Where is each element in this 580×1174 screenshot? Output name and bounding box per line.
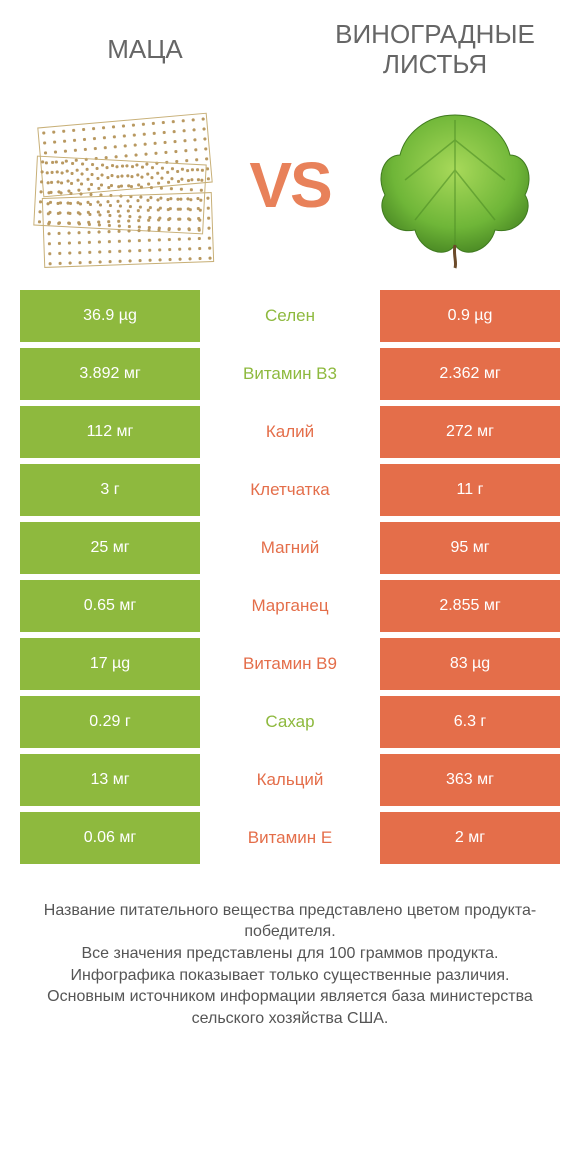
nutrient-label: Клетчатка: [200, 464, 380, 516]
leaf-icon: [365, 100, 545, 270]
table-row: 112 мгКалий272 мг: [20, 406, 560, 458]
right-value: 0.9 µg: [380, 290, 560, 342]
table-row: 0.29 гСахар6.3 г: [20, 696, 560, 748]
table-row: 0.65 мгМарганец2.855 мг: [20, 580, 560, 632]
header: МАЦА ВИНОГРАДНЫЕ ЛИСТЬЯ: [0, 0, 580, 90]
right-value: 272 мг: [380, 406, 560, 458]
left-value: 25 мг: [20, 522, 200, 574]
right-value: 2.855 мг: [380, 580, 560, 632]
table-row: 36.9 µgСелен0.9 µg: [20, 290, 560, 342]
nutrient-label: Сахар: [200, 696, 380, 748]
table-row: 3.892 мгВитамин B32.362 мг: [20, 348, 560, 400]
right-value: 83 µg: [380, 638, 560, 690]
table-row: 25 мгМагний95 мг: [20, 522, 560, 574]
footer-line: Все значения представлены для 100 граммо…: [20, 943, 560, 965]
right-value: 2.362 мг: [380, 348, 560, 400]
right-value: 95 мг: [380, 522, 560, 574]
left-value: 0.65 мг: [20, 580, 200, 632]
left-value: 3 г: [20, 464, 200, 516]
right-image: [360, 100, 550, 270]
nutrient-label: Кальций: [200, 754, 380, 806]
nutrient-label: Витамин E: [200, 812, 380, 864]
table-row: 13 мгКальций363 мг: [20, 754, 560, 806]
left-value: 112 мг: [20, 406, 200, 458]
left-value: 36.9 µg: [20, 290, 200, 342]
nutrient-label: Селен: [200, 290, 380, 342]
nutrient-label: Калий: [200, 406, 380, 458]
left-image: [30, 100, 220, 270]
nutrient-label: Марганец: [200, 580, 380, 632]
vs-label: VS: [249, 148, 330, 222]
table-row: 0.06 мгВитамин E2 мг: [20, 812, 560, 864]
left-value: 0.06 мг: [20, 812, 200, 864]
right-title: ВИНОГРАДНЫЕ ЛИСТЬЯ: [310, 20, 560, 80]
left-value: 0.29 г: [20, 696, 200, 748]
right-value: 11 г: [380, 464, 560, 516]
right-value: 2 мг: [380, 812, 560, 864]
left-value: 17 µg: [20, 638, 200, 690]
right-value: 363 мг: [380, 754, 560, 806]
nutrient-label: Магний: [200, 522, 380, 574]
left-value: 3.892 мг: [20, 348, 200, 400]
table-row: 17 µgВитамин B983 µg: [20, 638, 560, 690]
left-value: 13 мг: [20, 754, 200, 806]
comparison-table: 36.9 µgСелен0.9 µg 3.892 мгВитамин B32.36…: [0, 290, 580, 864]
footer-line: Инфографика показывает только существенн…: [20, 965, 560, 987]
table-row: 3 гКлетчатка11 г: [20, 464, 560, 516]
matzo-icon: [35, 110, 215, 260]
footer-line: Название питательного вещества представл…: [20, 900, 560, 943]
footer-notes: Название питательного вещества представл…: [0, 870, 580, 1030]
right-value: 6.3 г: [380, 696, 560, 748]
footer-line: Основным источником информации является …: [20, 986, 560, 1029]
image-row: VS: [0, 90, 580, 290]
nutrient-label: Витамин B3: [200, 348, 380, 400]
nutrient-label: Витамин B9: [200, 638, 380, 690]
left-title: МАЦА: [20, 35, 270, 65]
